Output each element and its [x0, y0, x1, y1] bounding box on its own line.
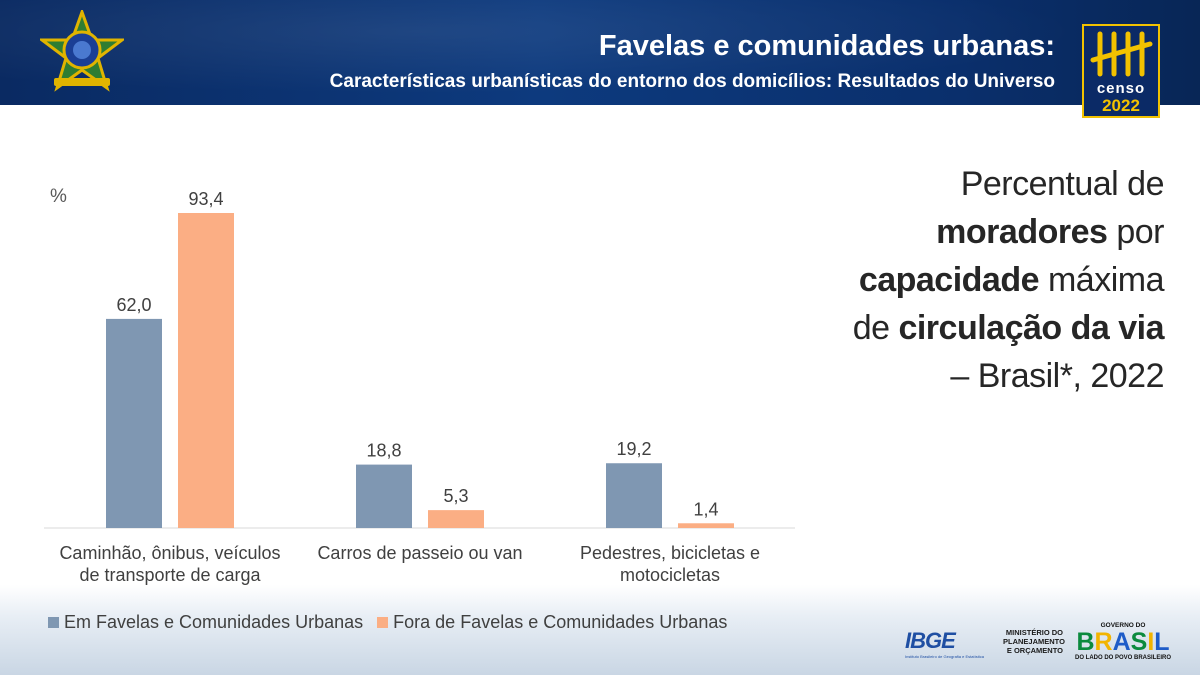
ministerio-line: E ORÇAMENTO [1006, 646, 1063, 655]
chart-plot: 62,0 18,8 19,2 93,4 5,3 1,4 [44, 189, 795, 529]
data-label: 5,3 [443, 486, 468, 506]
side-title-line: capacidade máxima [858, 261, 1165, 299]
header-title: Favelas e comunidades urbanas: [598, 30, 1055, 62]
category-label-line: motocicletas [619, 565, 721, 585]
bar [606, 463, 662, 528]
chart-legend: Em Favelas e Comunidades Urbanas Fora de… [48, 612, 741, 633]
header-subtitle: Características urbanísticas do entorno … [329, 71, 1055, 92]
side-title-line: – Brasil*, 2022 [950, 357, 1164, 395]
category-label: Carros de passeio ou van [290, 542, 550, 564]
category-label-line: de transporte de carga [79, 565, 261, 585]
data-label: 18,8 [366, 441, 401, 461]
category-label-line: Carros de passeio ou van [317, 543, 523, 563]
tally-marks-icon [1090, 31, 1153, 77]
category-label-line: Caminhão, ônibus, veículos [59, 543, 281, 563]
side-title-line: de circulação da via [852, 309, 1165, 347]
data-label: 19,2 [616, 439, 651, 459]
ministerio-logo: MINISTÉRIO DO PLANEJAMENTO E ORÇAMENTO [1003, 628, 1065, 655]
ministerio-line: PLANEJAMENTO [1003, 637, 1065, 646]
side-title-line: moradores por [936, 213, 1164, 251]
chart-side-title: Percentual de moradores por capacidade m… [804, 160, 1165, 400]
side-title-line: Percentual de [960, 165, 1165, 203]
gov-letter: L [1154, 628, 1170, 656]
gov-brasil-text: BRASIL [1073, 629, 1173, 655]
governo-brasil-logo: GOVERNO DO BRASIL DO LADO DO POVO BRASIL… [1073, 622, 1173, 670]
gov-letter: I [1147, 628, 1155, 656]
bar [356, 464, 412, 528]
gov-top-text: GOVERNO DO [1100, 622, 1146, 629]
bar [106, 318, 162, 528]
data-label: 1,4 [693, 499, 718, 519]
data-label: 62,0 [116, 295, 151, 315]
y-axis-unit: % [50, 186, 67, 207]
legend-label: Fora de Favelas e Comunidades Urbanas [393, 612, 728, 632]
censo-year: 2022 [1102, 96, 1140, 115]
category-label-line: Pedestres, bicicletas e [579, 543, 761, 563]
gov-letter: S [1130, 628, 1148, 656]
footer-background [0, 585, 1200, 675]
data-label: 93,4 [188, 189, 223, 209]
category-label: Pedestres, bicicletas e motocicletas [540, 542, 800, 586]
gov-letter: A [1112, 628, 1131, 656]
bar-chart: % 62,0 18,8 19,2 93,4 5,3 1,4 Caminhão, ônibu… [40, 186, 800, 586]
ibge-wordmark: IBGE [905, 628, 956, 653]
censo-word: censo [1096, 80, 1146, 97]
censo-2022-logo: censo 2022 [1082, 24, 1160, 118]
bar [178, 213, 234, 528]
legend-item: Em Favelas e Comunidades Urbanas [48, 612, 363, 633]
bar [678, 523, 734, 528]
gov-bottom-text: DO LADO DO POVO BRASILEIRO [1074, 655, 1171, 661]
category-label: Caminhão, ônibus, veículos de transporte … [40, 542, 300, 586]
ibge-subtitle: Instituto Brasileiro de Geografia e Esta… [905, 654, 984, 659]
legend-label: Em Favelas e Comunidades Urbanas [64, 612, 364, 632]
legend-item: Fora de Favelas e Comunidades Urbanas [377, 612, 727, 633]
bar [428, 510, 484, 528]
gov-letter: B [1076, 628, 1095, 656]
legend-swatch [377, 617, 389, 628]
coat-of-arms-icon [40, 10, 124, 92]
ministerio-line: MINISTÉRIO DO [1005, 628, 1063, 637]
legend-swatch [48, 617, 59, 628]
gov-letter: R [1094, 628, 1113, 656]
ibge-logo: IBGE Instituto Brasileiro de Geografia e… [905, 628, 991, 659]
header-banner: Favelas e comunidades urbanas: Caracterí… [0, 0, 1200, 105]
